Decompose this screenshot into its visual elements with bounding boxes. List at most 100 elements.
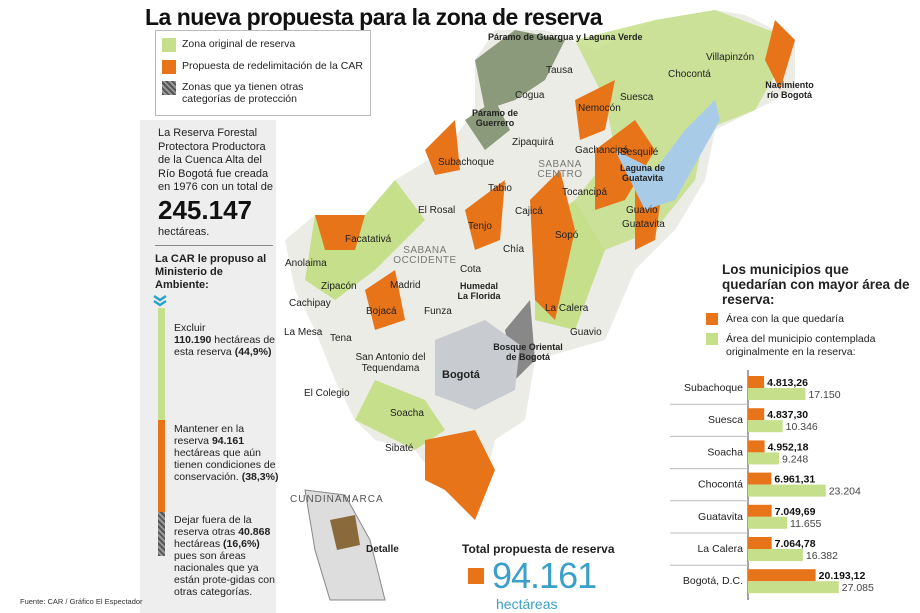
inset-title: CUNDINAMARCA	[290, 494, 384, 505]
legend-swatch	[706, 313, 718, 325]
inset-label: Detalle	[366, 544, 399, 555]
proposal-heading: La CAR le propuso al Ministerio de Ambie…	[155, 252, 267, 291]
chart-legend-item: Área con la que quedaría	[706, 313, 844, 326]
place-label: Sesquilé	[620, 147, 659, 158]
bar-value-label: 7.064,78	[775, 538, 816, 550]
place-label: El Rosal	[418, 205, 456, 216]
remaining-area-bar	[748, 376, 765, 388]
place-label: Bogotá	[442, 369, 480, 381]
place-label: Guavio	[570, 327, 602, 338]
bar-value-label: 10.346	[786, 421, 818, 433]
place-label: Bosque Oriental de Bogotá	[493, 342, 563, 362]
exclude-text: Excluir 110.190 hectáreas de esta reserv…	[174, 321, 276, 358]
place-label: Sopó	[555, 230, 579, 241]
place-label: Páramo de Guerrero	[471, 108, 519, 128]
legend-label: Zona original de reserva	[182, 38, 296, 50]
bar-value-label: 4.813,26	[767, 377, 808, 389]
hectares-unit: hectáreas.	[158, 225, 210, 238]
protected-zone-paramo	[475, 30, 565, 110]
double-chevron-down-icon	[153, 294, 167, 307]
reserve-zone-south	[355, 380, 445, 450]
bar-value-label: 16.382	[806, 550, 838, 562]
place-label: Madrid	[390, 280, 421, 291]
original-area-bar	[748, 388, 806, 400]
total-swatch	[468, 568, 484, 584]
total-proposal-label: Total propuesta de reserva	[462, 542, 615, 556]
bar-value-label: 20.193,12	[819, 570, 866, 582]
place-label: El Colegio	[304, 388, 350, 399]
place-label: Villapinzón	[706, 52, 755, 63]
zone-label: SABANA OCCIDENTE	[393, 245, 457, 266]
map-legend: Zona original de reserva Propuesta de re…	[155, 30, 371, 116]
place-label: Subachoque	[438, 157, 495, 168]
bar-value-label: 4.837,30	[767, 409, 808, 421]
zone-label: SABANA CENTRO	[537, 159, 583, 180]
bar-value-label: 17.150	[808, 389, 840, 401]
info-column: La Reserva Forestal Protectora Productor…	[153, 127, 279, 598]
legend-label: Propuesta de redelimitación de la CAR	[182, 60, 363, 72]
keep-bar	[158, 419, 165, 512]
place-label: Tenjo	[468, 221, 492, 232]
reservoir-lakes	[615, 100, 720, 210]
protected-bar	[158, 511, 165, 556]
legend-swatch	[706, 333, 718, 345]
place-label: Cota	[460, 264, 482, 275]
place-label: Funza	[424, 306, 452, 317]
original-area-bar	[748, 516, 788, 529]
original-area-bar	[748, 581, 839, 594]
place-label: Chía	[503, 244, 525, 255]
place-label: Anolaima	[285, 258, 327, 269]
place-label: Cajicá	[515, 206, 543, 217]
original-area-bar	[748, 452, 779, 465]
remaining-area-bar	[748, 569, 816, 582]
legend-label: Área del municipio contemplada originalm…	[726, 333, 876, 358]
chart-legend-item: Área del municipio contemplada originalm…	[706, 333, 886, 358]
place-label: Suesca	[620, 92, 654, 103]
place-label: Sibaté	[385, 443, 414, 454]
reserve-map	[285, 10, 795, 601]
place-label: Soacha	[390, 408, 424, 419]
category-label: Guatavita	[698, 511, 743, 523]
category-label: La Calera	[697, 543, 743, 555]
place-label: Nemocón	[578, 103, 621, 114]
place-label: Tocancipá	[562, 187, 608, 198]
remaining-area-bar	[748, 408, 765, 421]
category-label: Suesca	[708, 414, 743, 426]
source-credit: Fuente: CAR / Gráfico El Espectador	[20, 597, 143, 606]
legend-label: Área con la que quedaría	[726, 313, 844, 325]
infographic-title: La nueva propuesta para la zona de reser…	[145, 4, 603, 30]
legend-item: Zona original de reserva	[162, 38, 295, 52]
place-label: San Antonio del Tequendama	[355, 352, 426, 374]
place-label: La Calera	[545, 303, 589, 314]
inset-detail-area	[330, 515, 360, 550]
remaining-area-bar	[748, 537, 772, 549]
exclude-row: Excluir 110.190 hectáreas de esta reserv…	[155, 307, 279, 420]
chart-title: Los municipios que quedarían con mayor á…	[722, 262, 910, 307]
place-label: Cachipay	[289, 298, 331, 309]
place-label: Bojacá	[366, 306, 397, 317]
protected-text: Dejar fuera de la reserva otras 40.868 h…	[174, 513, 275, 598]
legend-item: Zonas que ya tienen otras categorías de …	[162, 81, 312, 105]
category-label: Chocontá	[698, 479, 743, 491]
bar-value-label: 9.248	[782, 453, 808, 465]
legend-swatch	[162, 60, 176, 74]
place-label: Guavio	[626, 205, 658, 216]
bar-value-label: 6.961,31	[774, 474, 815, 486]
place-label: Humedal La Florida	[457, 281, 501, 301]
total-proposal-value: 94.161	[492, 555, 597, 596]
remaining-area-bar	[748, 440, 765, 453]
total-hectares: 245.147	[158, 194, 252, 225]
place-label: Facatativá	[345, 234, 392, 245]
legend-swatch	[162, 38, 176, 52]
category-label: Subachoque	[684, 382, 743, 394]
legend-item: Propuesta de redelimitación de la CAR	[162, 60, 363, 74]
legend-swatch	[162, 81, 176, 95]
original-area-bar	[748, 420, 783, 433]
place-label: La Mesa	[284, 327, 323, 338]
total-proposal-unit: hectáreas	[496, 596, 558, 612]
place-label: Zipacón	[321, 281, 357, 292]
remaining-area-bar	[748, 504, 772, 517]
place-label: Chocontá	[668, 69, 711, 80]
place-label: Tausa	[546, 65, 573, 76]
